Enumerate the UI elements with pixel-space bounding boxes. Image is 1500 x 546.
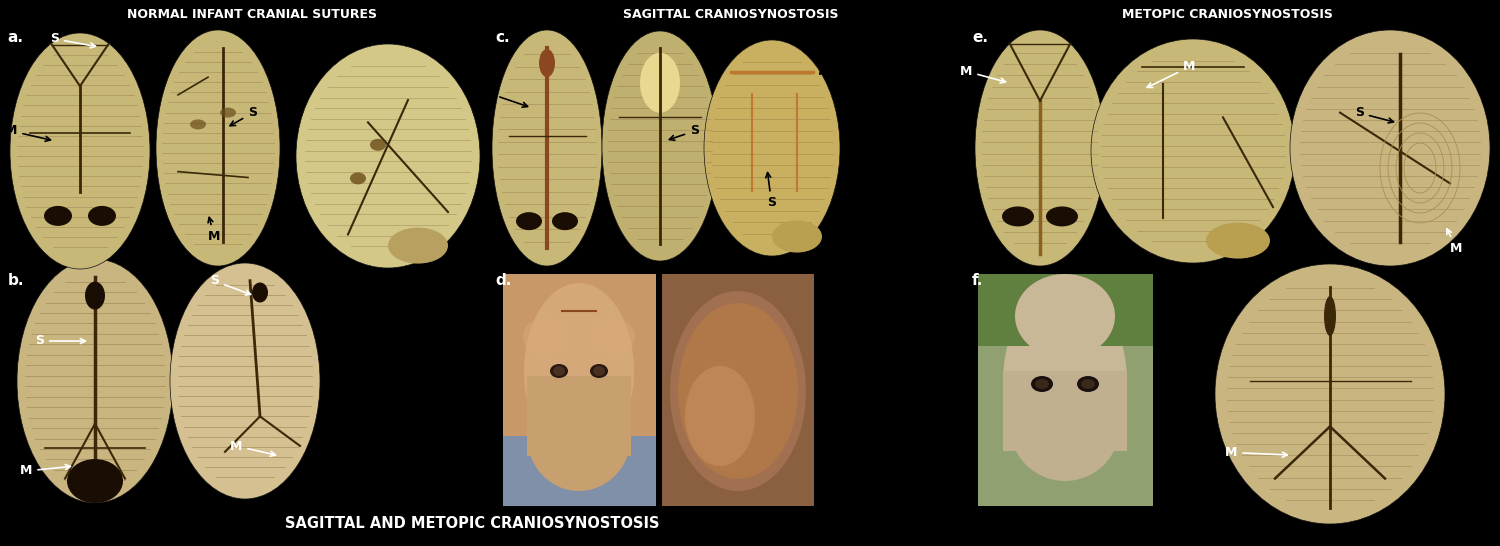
Bar [503, 436, 656, 506]
Text: a.: a. [8, 30, 24, 45]
Ellipse shape [10, 33, 150, 269]
Ellipse shape [538, 49, 555, 77]
Bar [978, 274, 1154, 346]
Ellipse shape [1215, 264, 1444, 524]
Bar [526, 376, 632, 456]
Text: b.: b. [8, 273, 24, 288]
Bar [662, 274, 814, 506]
Ellipse shape [590, 364, 608, 378]
Bar [978, 274, 1154, 506]
Ellipse shape [591, 318, 634, 354]
Bar [503, 274, 656, 506]
Text: c.: c. [495, 30, 510, 45]
Ellipse shape [1046, 206, 1078, 227]
Ellipse shape [526, 381, 632, 491]
Ellipse shape [1082, 379, 1095, 389]
Ellipse shape [592, 366, 604, 376]
Ellipse shape [68, 459, 123, 503]
Ellipse shape [640, 53, 680, 113]
Ellipse shape [1035, 379, 1048, 389]
Ellipse shape [16, 259, 172, 503]
Text: M: M [4, 124, 51, 141]
Ellipse shape [220, 108, 236, 117]
Ellipse shape [552, 212, 578, 230]
Text: S: S [230, 106, 256, 126]
Ellipse shape [252, 282, 268, 302]
Ellipse shape [370, 139, 386, 151]
Text: M: M [209, 217, 220, 243]
Text: d.: d. [495, 273, 512, 288]
Ellipse shape [88, 206, 116, 226]
Text: M: M [1148, 61, 1196, 87]
Ellipse shape [1324, 296, 1336, 336]
Ellipse shape [350, 173, 366, 185]
Text: SAGITTAL CRANIOSYNOSTOSIS: SAGITTAL CRANIOSYNOSTOSIS [622, 8, 839, 21]
Ellipse shape [1030, 376, 1053, 392]
Ellipse shape [296, 44, 480, 268]
Ellipse shape [686, 366, 754, 466]
Text: S: S [210, 275, 251, 295]
Text: M: M [960, 65, 1005, 83]
Ellipse shape [524, 318, 567, 354]
Ellipse shape [170, 263, 320, 499]
Ellipse shape [1090, 39, 1294, 263]
Ellipse shape [1290, 30, 1490, 266]
Ellipse shape [975, 30, 1106, 266]
Ellipse shape [1016, 274, 1114, 358]
Text: M: M [230, 440, 276, 456]
Text: S: S [1354, 106, 1394, 123]
Ellipse shape [86, 282, 105, 310]
Ellipse shape [190, 120, 206, 129]
Ellipse shape [554, 366, 566, 376]
Ellipse shape [516, 212, 542, 230]
Text: e.: e. [972, 30, 988, 45]
Text: M: M [821, 50, 840, 74]
Ellipse shape [44, 206, 72, 226]
Text: M: M [482, 86, 528, 107]
Ellipse shape [670, 291, 806, 491]
Bar [503, 274, 656, 506]
Text: SAGITTAL AND METOPIC CRANIOSYNOSTOSIS: SAGITTAL AND METOPIC CRANIOSYNOSTOSIS [285, 516, 660, 531]
Ellipse shape [1002, 206, 1034, 227]
Text: METOPIC CRANIOSYNOSTOSIS: METOPIC CRANIOSYNOSTOSIS [1122, 8, 1332, 21]
Ellipse shape [550, 364, 568, 378]
Ellipse shape [1010, 371, 1120, 481]
Text: NORMAL INFANT CRANIAL SUTURES: NORMAL INFANT CRANIAL SUTURES [128, 8, 376, 21]
Ellipse shape [388, 228, 448, 264]
Ellipse shape [492, 30, 602, 266]
Text: S: S [669, 124, 699, 140]
Ellipse shape [772, 221, 822, 253]
Ellipse shape [678, 303, 798, 479]
Text: M: M [20, 465, 70, 478]
Ellipse shape [1206, 223, 1270, 259]
Ellipse shape [1004, 286, 1126, 476]
Text: S: S [50, 32, 96, 48]
Bar [1004, 371, 1126, 451]
Text: f.: f. [972, 273, 984, 288]
Text: M: M [1448, 229, 1462, 255]
Text: S: S [34, 335, 86, 347]
Ellipse shape [602, 31, 718, 261]
Ellipse shape [524, 283, 634, 459]
Text: S: S [766, 173, 776, 210]
Ellipse shape [704, 40, 840, 256]
Ellipse shape [1077, 376, 1100, 392]
Text: M: M [1226, 446, 1287, 459]
Ellipse shape [156, 30, 280, 266]
